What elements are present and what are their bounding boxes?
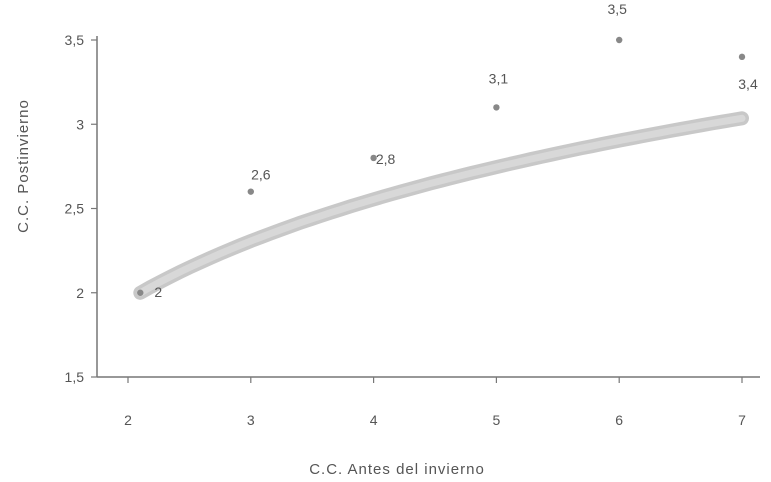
data-point: [493, 104, 500, 111]
y-tick-label: 1,5: [65, 369, 85, 385]
data-point: [247, 188, 254, 195]
data-points: [137, 36, 746, 296]
data-point: [738, 53, 746, 61]
x-tick-label: 6: [615, 412, 623, 428]
y-tick-label: 2,5: [65, 201, 85, 217]
data-label: 3,4: [738, 76, 758, 92]
fit-curve-line: [136, 114, 746, 297]
data-label: 2: [154, 284, 162, 300]
data-label: 3,1: [489, 70, 509, 86]
fit-curve: [133, 111, 749, 300]
y-tick-label: 3,5: [65, 32, 85, 48]
x-tick-label: 7: [738, 412, 746, 428]
fit-curve-shadow: [133, 111, 749, 300]
x-axis-ticks: 2 3 4 5 6 7: [124, 377, 746, 428]
data-label: 3,5: [607, 1, 627, 17]
data-point: [616, 36, 623, 44]
data-labels: 2 2,6 2,8 3,1 3,5 3,4: [154, 1, 758, 300]
y-tick-label: 3: [76, 116, 84, 132]
x-tick-label: 2: [124, 412, 132, 428]
data-label: 2,8: [376, 151, 396, 167]
y-axis-ticks: 1,5 2 2,5 3 3,5: [65, 32, 97, 385]
x-axis-title: C.C. Antes del invierno: [309, 461, 485, 478]
data-point: [137, 289, 144, 296]
x-tick-label: 5: [493, 412, 501, 428]
y-tick-label: 2: [76, 285, 84, 301]
x-tick-label: 4: [370, 412, 378, 428]
x-tick-label: 3: [247, 412, 255, 428]
data-point: [370, 154, 377, 162]
data-label: 2,6: [251, 167, 271, 183]
y-axis-title: C.C. Postinvierno: [15, 99, 32, 233]
